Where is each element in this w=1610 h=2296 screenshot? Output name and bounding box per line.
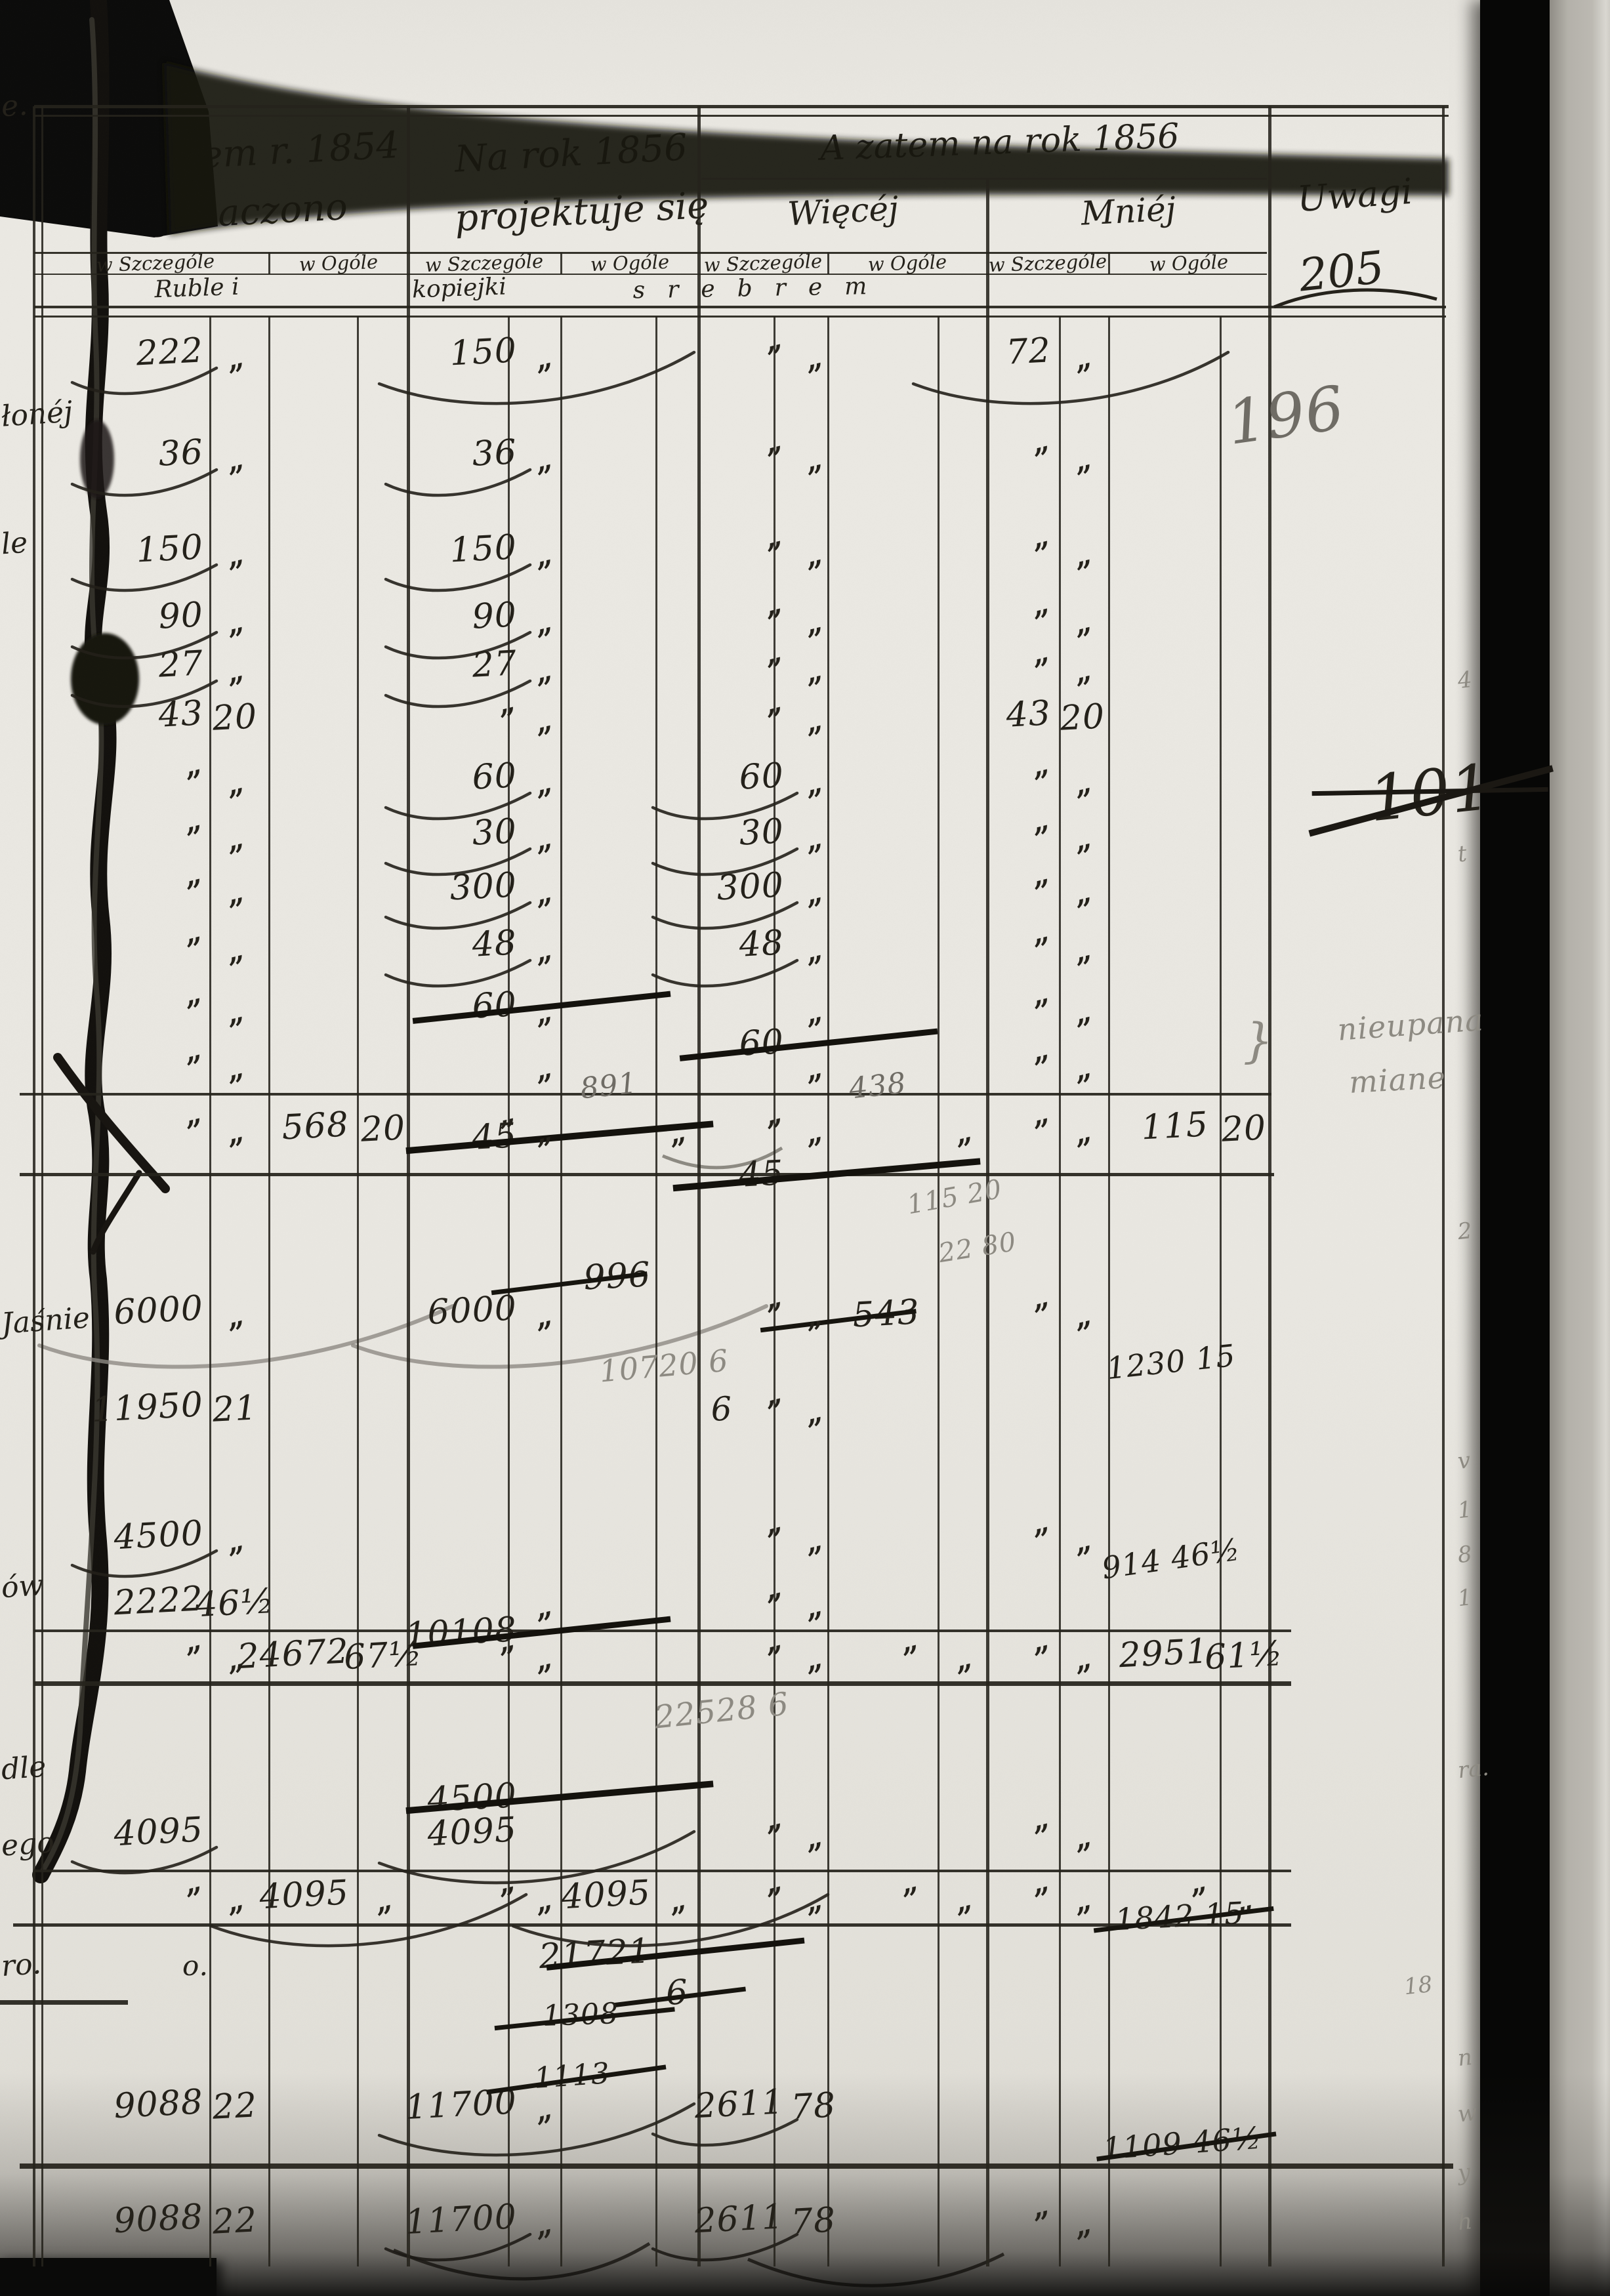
table-cell-value: 78	[790, 2200, 837, 2242]
table-row-rule	[34, 1870, 1291, 1872]
table-column-rule	[268, 253, 270, 274]
row-label-fragment: le	[0, 525, 29, 562]
table-column-rule	[1219, 316, 1222, 2266]
row-label-fragment: ego	[0, 1826, 56, 1863]
margin-pencil-mark: y	[1456, 2159, 1472, 2186]
margin-pencil-mark: n	[1456, 2043, 1474, 2072]
margin-pencil-mark: 8	[1456, 1540, 1474, 1569]
table-row-rule	[34, 306, 1446, 308]
table-column-rule	[827, 253, 829, 274]
margin-pencil-mark: 18	[1402, 1971, 1434, 2001]
row-label-fragment: ro.	[0, 1946, 43, 1984]
table-row-rule	[20, 2163, 1453, 2169]
margin-pencil-mark: 2	[1456, 1217, 1474, 1246]
table-row-rule	[34, 104, 1449, 108]
table-column-rule	[655, 316, 657, 2266]
table-row-rule	[34, 251, 1267, 254]
table-cell-value: 46½	[194, 1581, 276, 1625]
table-row-rule	[34, 315, 1446, 318]
annotation: o.	[182, 1949, 209, 1982]
table-row-rule	[34, 274, 1267, 275]
table-cell-value: 21	[211, 1388, 258, 1430]
table-column-rule	[1442, 106, 1445, 2266]
row-label-fragment: e.	[0, 88, 29, 124]
table-column-rule	[985, 178, 989, 2266]
table-row-rule	[0, 1999, 128, 2005]
table-cell-value: 20	[1059, 697, 1106, 739]
annotation: }	[1243, 1013, 1274, 1069]
table-cell-value: 61½	[1203, 1633, 1285, 1677]
table-column-rule	[1107, 316, 1110, 2266]
table-column-rule	[827, 316, 829, 2266]
margin-pencil-mark: w	[1456, 2099, 1479, 2128]
table-column-rule	[1268, 106, 1271, 2266]
table-column-rule	[937, 316, 939, 2266]
page-edge-strip	[1550, 0, 1610, 2296]
table-cell-value: 22	[211, 2085, 258, 2127]
table-row-rule	[13, 1923, 1291, 1927]
table-cell-value: 20	[1220, 1108, 1268, 1150]
row-label-fragment: Jaśnie	[0, 1301, 91, 1341]
table-column-rule	[773, 316, 775, 2266]
margin-pencil-mark: 1	[1456, 1584, 1474, 1612]
bottom-left-black-patch	[0, 2258, 217, 2296]
table-cell-value: 78	[790, 2085, 837, 2127]
table-column-rule	[1107, 253, 1110, 274]
table-row-rule	[20, 1093, 1271, 1096]
margin-pencil-mark: v	[1456, 1447, 1472, 1475]
table-row-rule	[34, 1630, 1291, 1632]
table-row-rule	[701, 177, 1267, 180]
margin-pencil-mark: 4	[1456, 666, 1474, 695]
margin-pencil-mark: 1	[1456, 1496, 1474, 1525]
table-column-rule	[356, 316, 359, 2266]
table-column-rule	[406, 106, 410, 2266]
table-cell-value: 22	[211, 2200, 258, 2242]
book-gutter-black-band	[1480, 0, 1550, 2296]
table-row-rule	[34, 114, 1449, 117]
table-column-rule	[33, 106, 35, 2266]
table-column-rule	[268, 316, 270, 2266]
table-column-rule	[209, 316, 211, 2266]
table-row-rule	[34, 1681, 1291, 1686]
table-column-rule	[41, 106, 43, 2266]
margin-pencil-mark: h	[1456, 2207, 1474, 2236]
row-label-fragment: dle	[0, 1750, 47, 1787]
table-column-rule	[560, 253, 562, 274]
row-label-fragment: ów	[0, 1568, 45, 1605]
table-column-rule	[1058, 316, 1061, 2266]
row-label-fragment: łonéj	[0, 395, 74, 434]
margin-pencil-mark: ra.	[1456, 1754, 1491, 1784]
table-cell-value: 20	[211, 697, 258, 739]
